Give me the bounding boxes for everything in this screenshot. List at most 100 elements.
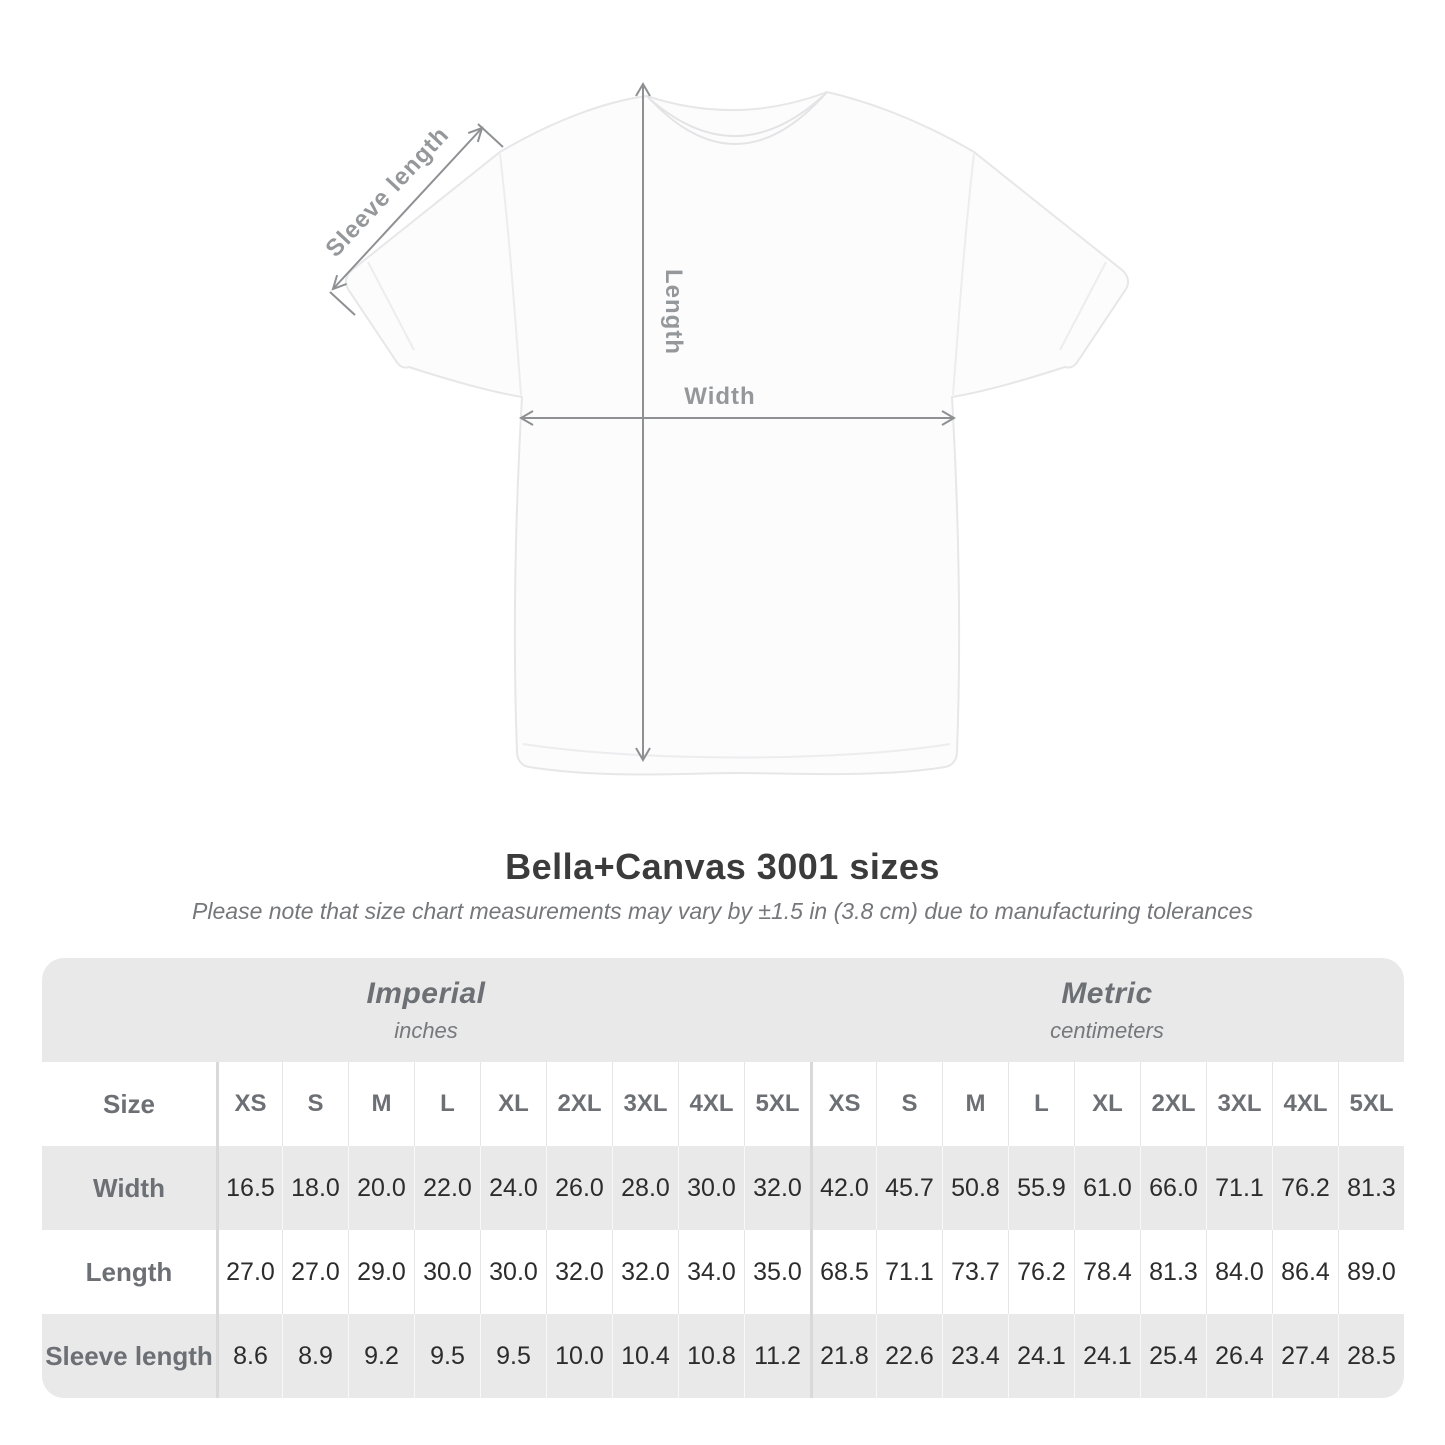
row-label: Length [42, 1230, 216, 1314]
tshirt-shape [344, 90, 1130, 776]
value-cell: 32.0 [612, 1230, 678, 1314]
size-col-imperial-m: M [348, 1062, 414, 1146]
size-col-imperial-3xl: 3XL [612, 1062, 678, 1146]
collar-outer-line [646, 91, 828, 145]
value-cell: 32.0 [744, 1146, 810, 1230]
value-cell: 50.8 [942, 1146, 1008, 1230]
value-cell: 84.0 [1206, 1230, 1272, 1314]
value-cell: 73.7 [942, 1230, 1008, 1314]
value-cell: 11.2 [744, 1314, 810, 1398]
size-corner-label: Size [42, 1062, 216, 1146]
value-cell: 30.0 [480, 1230, 546, 1314]
metric-group-unit: centimeters [1050, 1017, 1164, 1043]
size-col-imperial-5xl: 5XL [744, 1062, 810, 1146]
value-cell: 42.0 [810, 1146, 876, 1230]
imperial-group-unit: inches [394, 1017, 458, 1043]
value-cell: 27.0 [282, 1230, 348, 1314]
metric-group-name: Metric [1061, 976, 1153, 1010]
value-cell: 68.5 [810, 1230, 876, 1314]
sleeve-length-arrow [329, 123, 504, 316]
value-cell: 55.9 [1008, 1146, 1074, 1230]
metric-group-header: Metric centimeters [810, 958, 1404, 1062]
tshirt-measurement-diagram: Sleeve length Length Width [320, 82, 1130, 776]
left-cuff-seam [367, 261, 415, 351]
right-cuff-seam [1059, 261, 1107, 351]
length-label: Length [660, 269, 687, 355]
length-arrow [635, 82, 651, 762]
imperial-group-header: Imperial inches [42, 958, 810, 1062]
hem-stitch [522, 743, 951, 759]
row-label: Width [42, 1146, 216, 1230]
value-cell: 24.0 [480, 1146, 546, 1230]
size-col-imperial-2xl: 2XL [546, 1062, 612, 1146]
value-cell: 10.0 [546, 1314, 612, 1398]
value-cell: 34.0 [678, 1230, 744, 1314]
value-cell: 89.0 [1338, 1230, 1404, 1314]
size-col-metric-xl: XL [1074, 1062, 1140, 1146]
value-cell: 26.0 [546, 1146, 612, 1230]
size-col-imperial-xs: XS [216, 1062, 282, 1146]
value-cell: 20.0 [348, 1146, 414, 1230]
size-col-metric-3xl: 3XL [1206, 1062, 1272, 1146]
value-cell: 28.5 [1338, 1314, 1404, 1398]
size-col-metric-2xl: 2XL [1140, 1062, 1206, 1146]
value-cell: 81.3 [1338, 1146, 1404, 1230]
size-col-imperial-4xl: 4XL [678, 1062, 744, 1146]
imperial-group-name: Imperial [366, 976, 486, 1010]
row-label: Sleeve length [42, 1314, 216, 1398]
value-cell: 29.0 [348, 1230, 414, 1314]
value-cell: 28.0 [612, 1146, 678, 1230]
value-cell: 10.8 [678, 1314, 744, 1398]
value-cell: 30.0 [678, 1146, 744, 1230]
value-cell: 24.1 [1008, 1314, 1074, 1398]
size-col-metric-5xl: 5XL [1338, 1062, 1404, 1146]
value-cell: 71.1 [876, 1230, 942, 1314]
right-sleeve-seam [952, 153, 975, 396]
size-col-metric-4xl: 4XL [1272, 1062, 1338, 1146]
value-cell: 16.5 [216, 1146, 282, 1230]
value-cell: 35.0 [744, 1230, 810, 1314]
value-cell: 78.4 [1074, 1230, 1140, 1314]
value-cell: 10.4 [612, 1314, 678, 1398]
value-cell: 71.1 [1206, 1146, 1272, 1230]
value-cell: 9.2 [348, 1314, 414, 1398]
value-cell: 32.0 [546, 1230, 612, 1314]
value-cell: 8.9 [282, 1314, 348, 1398]
value-cell: 76.2 [1272, 1146, 1338, 1230]
width-arrow [519, 410, 956, 426]
value-cell: 22.0 [414, 1146, 480, 1230]
size-table: Imperial inches Metric centimeters Size X… [42, 958, 1404, 1398]
value-cell: 8.6 [216, 1314, 282, 1398]
size-col-imperial-s: S [282, 1062, 348, 1146]
value-cell: 27.0 [216, 1230, 282, 1314]
value-cell: 86.4 [1272, 1230, 1338, 1314]
size-col-metric-s: S [876, 1062, 942, 1146]
value-cell: 9.5 [414, 1314, 480, 1398]
value-cell: 25.4 [1140, 1314, 1206, 1398]
width-label: Width [684, 383, 755, 410]
size-col-metric-l: L [1008, 1062, 1074, 1146]
value-cell: 66.0 [1140, 1146, 1206, 1230]
value-cell: 23.4 [942, 1314, 1008, 1398]
value-cell: 76.2 [1008, 1230, 1074, 1314]
size-col-imperial-l: L [414, 1062, 480, 1146]
value-cell: 27.4 [1272, 1314, 1338, 1398]
value-cell: 18.0 [282, 1146, 348, 1230]
value-cell: 21.8 [810, 1314, 876, 1398]
value-cell: 22.6 [876, 1314, 942, 1398]
value-cell: 45.7 [876, 1146, 942, 1230]
left-sleeve-seam [499, 153, 522, 396]
size-col-imperial-xl: XL [480, 1062, 546, 1146]
tolerance-note: Please note that size chart measurements… [192, 898, 1253, 924]
size-col-metric-m: M [942, 1062, 1008, 1146]
value-cell: 26.4 [1206, 1314, 1272, 1398]
value-cell: 24.1 [1074, 1314, 1140, 1398]
page-title: Bella+Canvas 3001 sizes [505, 846, 940, 887]
value-cell: 9.5 [480, 1314, 546, 1398]
collar-inner-line [650, 95, 824, 137]
value-cell: 81.3 [1140, 1230, 1206, 1314]
size-col-metric-xs: XS [810, 1062, 876, 1146]
value-cell: 61.0 [1074, 1146, 1140, 1230]
value-cell: 30.0 [414, 1230, 480, 1314]
